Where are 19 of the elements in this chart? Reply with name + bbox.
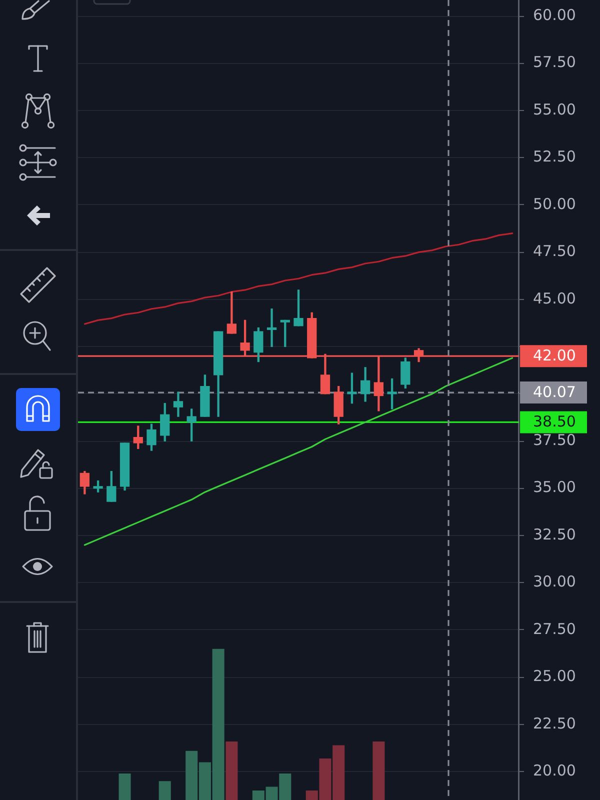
y-tick-label: 22.50 xyxy=(533,714,576,732)
y-tick-label: 55.00 xyxy=(533,100,576,118)
ref-line-label: 42.00 xyxy=(533,346,576,364)
y-tick-label: 35.00 xyxy=(533,478,576,496)
y-tick-label: 47.50 xyxy=(533,242,576,260)
y-tick-label: 50.00 xyxy=(533,194,576,213)
y-tick-label: 60.00 xyxy=(533,6,576,24)
candlestick xyxy=(266,308,277,347)
y-tick-label: 52.50 xyxy=(533,148,576,166)
ref-line-label: 40.07 xyxy=(533,382,576,401)
y-tick-label: 27.50 xyxy=(533,620,576,638)
ref-line-label: 38.50 xyxy=(533,412,576,431)
y-tick-label: 25.00 xyxy=(533,667,576,686)
y-tick-label: 37.50 xyxy=(533,430,576,449)
y-tick-label: 45.00 xyxy=(533,289,576,308)
y-tick-label: 30.00 xyxy=(533,572,576,591)
y-tick-label: 32.50 xyxy=(533,525,576,544)
y-tick-label: 57.50 xyxy=(533,53,576,72)
y-tick-label: 20.00 xyxy=(533,762,576,780)
